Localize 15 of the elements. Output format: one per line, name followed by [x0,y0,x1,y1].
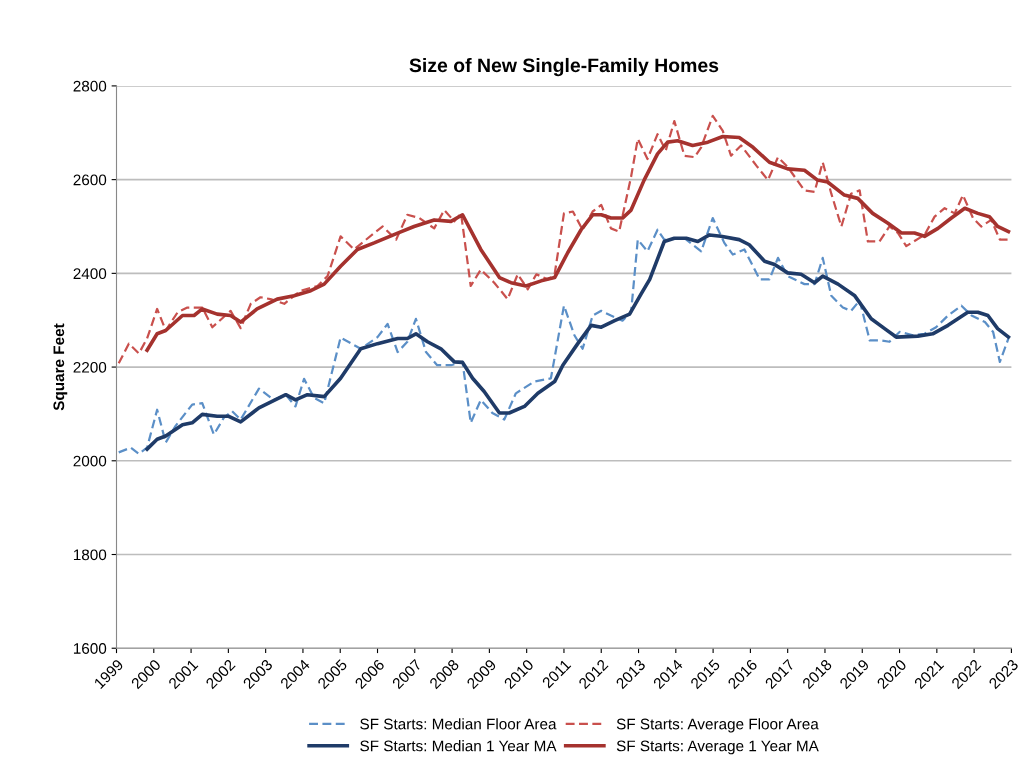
y-axis-title: Square Feet [53,323,68,411]
y-tick-label: 2800 [73,80,107,92]
chart-title: Size of New Single-Family Homes [409,57,719,77]
legend-label: SF Starts: Average Floor Area [616,718,819,733]
y-tick-label: 2600 [73,174,107,186]
line-series [145,134,1011,353]
y-tick-label: 2400 [73,268,107,280]
legend-label: SF Starts: Median Floor Area [360,718,557,730]
y-tick-label: 1800 [73,549,107,561]
y-tick-label: 2000 [73,455,107,467]
legend-label: SF Starts: Median 1 Year MA [360,740,557,752]
y-tick-label: 1600 [73,643,107,654]
y-tick-label: 2200 [73,361,107,373]
line-series [117,114,1010,365]
legend-label: SF Starts: Average 1 Year MA [616,740,819,755]
